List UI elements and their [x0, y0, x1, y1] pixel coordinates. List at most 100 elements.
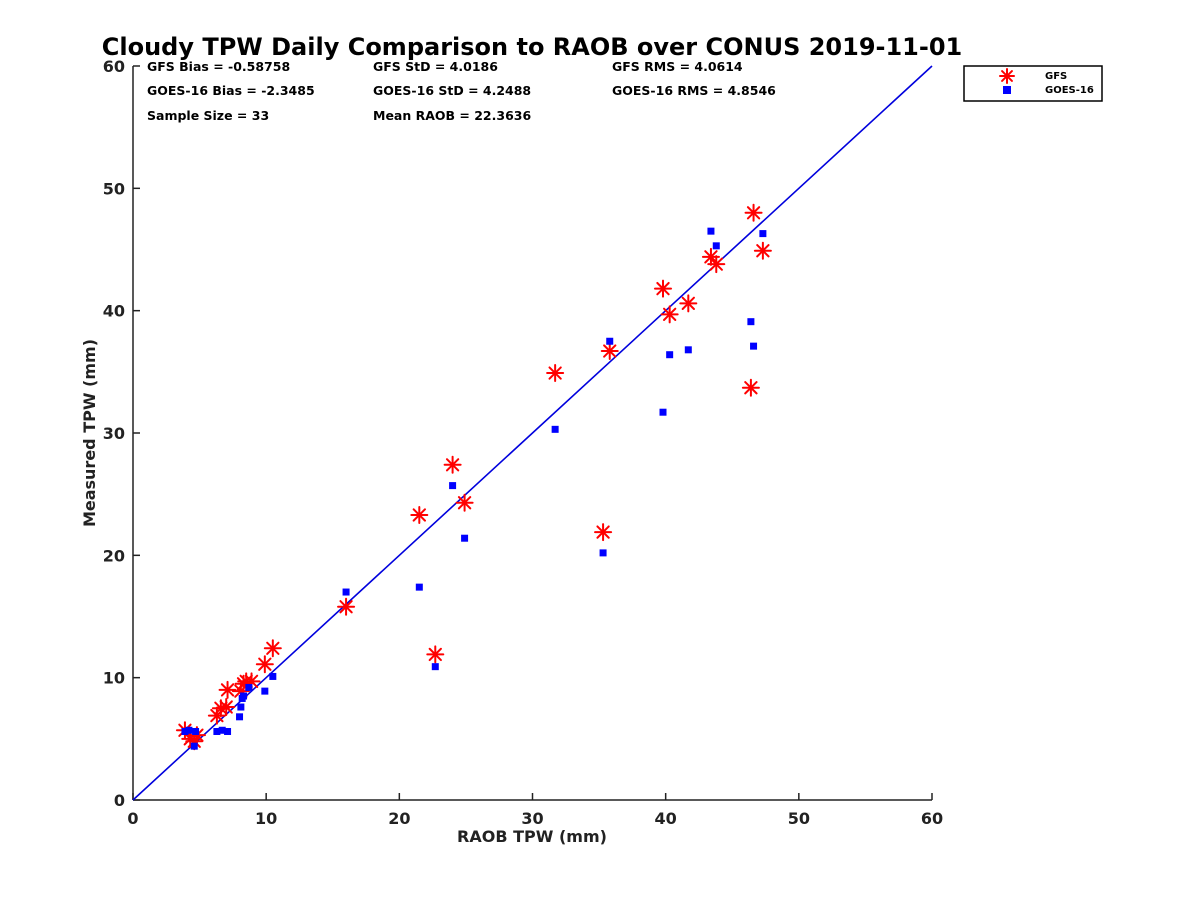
goes16-point — [551, 425, 559, 433]
goes16-point — [747, 318, 755, 326]
y-axis-label: Measured TPW (mm) — [80, 339, 99, 527]
goes16-point — [750, 342, 758, 350]
gfs-point — [217, 698, 236, 717]
gfs-point-stroke — [603, 344, 617, 358]
stat-gfs-bias: GFS Bias = -0.58758 — [147, 59, 290, 74]
stat-goes-bias: GOES-16 Bias = -2.3485 — [147, 83, 315, 98]
one-to-one-line — [132, 65, 933, 801]
chart-title: Cloudy TPW Daily Comparison to RAOB over… — [102, 33, 962, 61]
gfs-point-stroke — [428, 647, 442, 662]
x-tick-label: 30 — [521, 809, 543, 828]
gfs-point — [660, 305, 679, 324]
y-tick-label: 20 — [103, 546, 125, 565]
x-axis-ticks: 0 10 20 30 40 50 60 — [127, 793, 943, 828]
gfs-point-stroke — [220, 683, 235, 697]
gfs-point-stroke — [266, 641, 280, 655]
gfs-point-stroke — [339, 600, 353, 614]
goes16-point — [431, 663, 439, 671]
goes16-point — [224, 727, 232, 735]
gfs-point-stroke — [190, 728, 204, 742]
gfs-point — [600, 342, 619, 361]
gfs-point-stroke — [681, 296, 695, 310]
legend-marker-goes16 — [1003, 86, 1011, 94]
series-layer — [175, 203, 772, 751]
legend-box — [963, 65, 1103, 102]
goes16-point — [449, 482, 457, 490]
y-tick-label: 50 — [103, 179, 125, 198]
gfs-point — [255, 655, 274, 674]
gfs-point — [594, 523, 613, 542]
stat-sample-size: Sample Size = 33 — [147, 108, 269, 123]
legend-gfs-asterisk — [999, 68, 1015, 84]
legend-label-gfs: GFS — [1045, 71, 1067, 82]
x-tick-label: 20 — [388, 809, 410, 828]
gfs-point — [218, 680, 237, 699]
gfs-point — [679, 294, 698, 313]
gfs-point-stroke — [744, 381, 758, 395]
series-goes16 — [181, 227, 767, 750]
x-tick-label: 0 — [127, 809, 138, 828]
goes16-point — [261, 687, 269, 695]
gfs-point — [443, 455, 462, 474]
goes16-point — [185, 726, 193, 734]
gfs-point-stroke — [445, 458, 460, 472]
goes16-point — [213, 727, 221, 735]
goes16-point — [237, 703, 245, 711]
goes16-point — [192, 727, 200, 735]
goes16-point — [245, 683, 253, 691]
stat-gfs-rms: GFS RMS = 4.0614 — [612, 59, 743, 74]
goes16-point — [712, 242, 720, 250]
series-gfs — [175, 203, 772, 751]
goes16-point — [659, 408, 667, 416]
gfs-point — [546, 364, 565, 383]
goes16-point — [461, 534, 469, 542]
legend: GFS GOES-16 — [963, 65, 1103, 102]
goes16-point — [666, 351, 674, 359]
y-tick-label: 60 — [103, 57, 125, 76]
gfs-point — [744, 203, 763, 222]
gfs-point — [753, 241, 772, 260]
x-tick-label: 10 — [255, 809, 277, 828]
gfs-point-stroke — [219, 700, 233, 714]
gfs-point-stroke — [756, 244, 770, 258]
goes16-point — [759, 230, 767, 238]
stat-mean-raob: Mean RAOB = 22.3636 — [373, 108, 531, 123]
goes16-point — [707, 227, 715, 235]
goes16-point — [415, 583, 423, 591]
goes16-point — [684, 346, 692, 354]
goes16-point — [236, 713, 244, 721]
gfs-point-stroke — [548, 366, 562, 380]
gfs-point-stroke — [457, 496, 472, 510]
stats-annotations: GFS Bias = -0.58758 GFS StD = 4.0186 GFS… — [147, 59, 776, 123]
gfs-point-stroke — [746, 206, 761, 220]
gfs-point-stroke — [258, 657, 272, 671]
gfs-point-stroke — [663, 307, 677, 321]
y-axis-ticks: 0 10 20 30 40 50 60 — [103, 57, 140, 810]
legend-label-goes16: GOES-16 — [1045, 85, 1094, 96]
gfs-point — [654, 279, 673, 298]
gfs-point — [263, 639, 282, 658]
goes16-point — [240, 692, 248, 700]
goes16-point — [599, 549, 607, 557]
y-tick-label: 40 — [103, 302, 125, 321]
gfs-point — [337, 597, 356, 616]
x-axis-label: RAOB TPW (mm) — [457, 827, 607, 846]
goes16-point — [190, 742, 198, 750]
goes16-point — [269, 672, 277, 680]
y-tick-label: 10 — [103, 669, 125, 688]
legend-gfs-asterisk-stroke — [1001, 70, 1013, 82]
gfs-point — [455, 493, 474, 512]
x-tick-label: 60 — [921, 809, 943, 828]
stat-goes-std: GOES-16 StD = 4.2488 — [373, 83, 531, 98]
goes16-point — [342, 588, 350, 596]
y-tick-label: 30 — [103, 424, 125, 443]
goes16-point — [218, 726, 226, 734]
x-tick-label: 40 — [655, 809, 677, 828]
legend-marker-gfs — [999, 68, 1015, 84]
x-tick-label: 50 — [788, 809, 810, 828]
stat-gfs-std: GFS StD = 4.0186 — [373, 59, 498, 74]
goes16-point — [606, 337, 614, 345]
gfs-point-stroke — [412, 508, 426, 522]
